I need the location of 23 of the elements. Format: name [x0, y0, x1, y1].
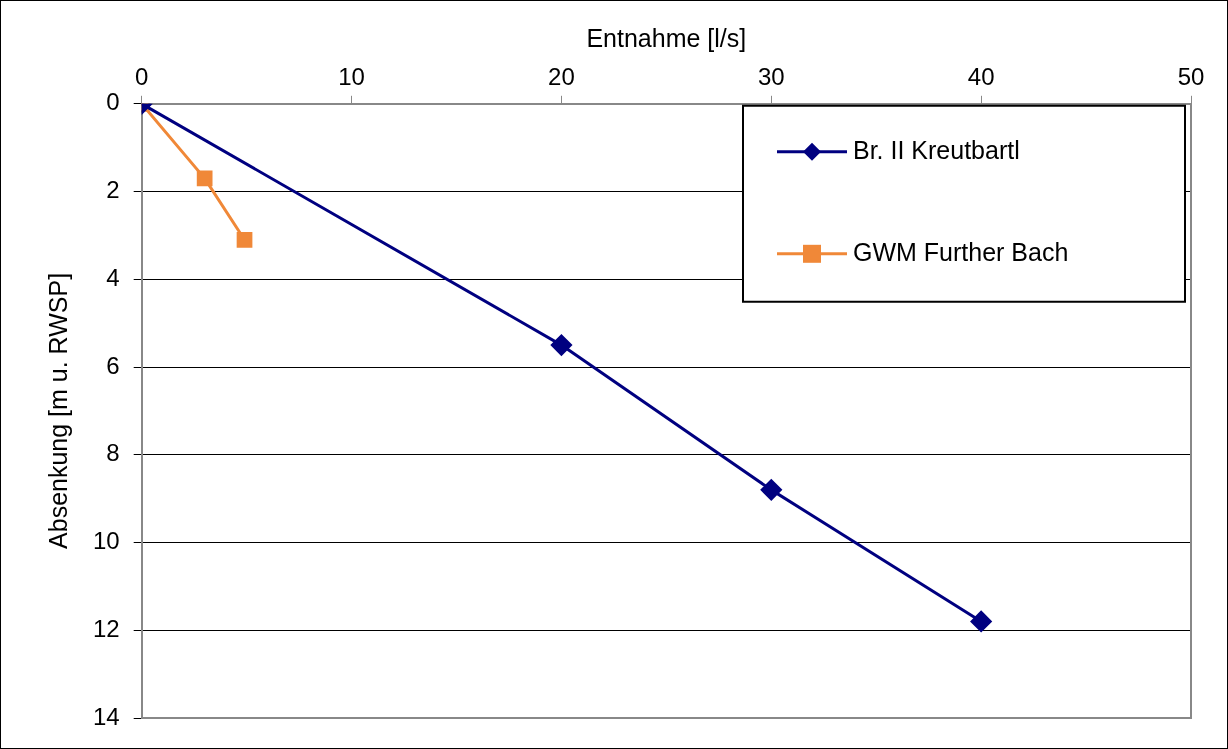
y-tick-label: 10	[92, 527, 120, 555]
legend-label: Br. II Kreutbartl	[853, 135, 1020, 164]
legend-label: GWM Further Bach	[853, 237, 1069, 266]
x-tick-label: 10	[338, 63, 365, 91]
point	[236, 231, 253, 248]
y-tick-label: 8	[106, 439, 120, 467]
point	[760, 479, 782, 501]
point	[196, 170, 213, 187]
x-tick-label: 30	[757, 63, 785, 91]
y-tick-label: 2	[106, 176, 120, 204]
x-tick-label: 40	[967, 63, 995, 91]
x-tick-label: 20	[548, 63, 575, 91]
point	[550, 334, 572, 356]
y-tick-label: 4	[106, 263, 120, 291]
y-tick-label: 14	[92, 702, 120, 730]
x-tick-label: 0	[135, 63, 149, 91]
y-axis-title: Absenkung [m u. RWSP]	[43, 272, 72, 549]
y-tick-label: 0	[106, 88, 120, 116]
x-axis-title: Entnahme [l/s]	[586, 23, 747, 52]
point	[970, 610, 992, 632]
y-tick-label: 6	[106, 351, 120, 379]
y-tick-label: 12	[92, 614, 120, 642]
x-tick-label: 50	[1177, 63, 1205, 91]
